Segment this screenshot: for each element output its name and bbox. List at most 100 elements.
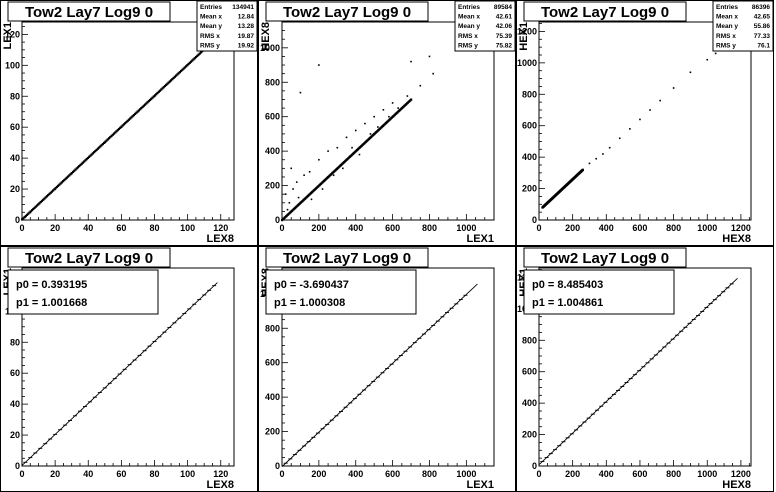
stats-box bbox=[454, 0, 516, 52]
data-point bbox=[163, 84, 167, 88]
data-point bbox=[122, 123, 126, 126]
data-point bbox=[659, 99, 661, 102]
data-point bbox=[42, 198, 45, 201]
data-point bbox=[332, 174, 335, 177]
data-point bbox=[170, 79, 172, 82]
x-tick-label: 0 bbox=[279, 223, 284, 233]
data-point bbox=[50, 190, 54, 193]
data-point bbox=[130, 116, 133, 119]
data-point bbox=[391, 102, 394, 104]
y-axis-label: HEX8 bbox=[260, 22, 272, 51]
data-point bbox=[59, 182, 62, 185]
y-tick-label: 0 bbox=[15, 215, 20, 225]
x-tick-label: 200 bbox=[565, 469, 580, 479]
x-axis-label: HEX8 bbox=[722, 233, 751, 245]
data-point bbox=[44, 196, 47, 199]
data-point bbox=[351, 146, 353, 149]
data-point bbox=[588, 162, 591, 165]
stats-value: 19.92 bbox=[238, 42, 255, 49]
x-tick-label: 1000 bbox=[697, 223, 717, 233]
data-point bbox=[297, 196, 300, 199]
data-point bbox=[308, 193, 311, 195]
stats-label: Mean x bbox=[458, 14, 480, 21]
data-point bbox=[608, 146, 611, 149]
x-tick-label: 1200 bbox=[731, 223, 751, 233]
stats-value: 13.28 bbox=[238, 23, 255, 30]
data-point bbox=[581, 168, 584, 171]
title-box bbox=[523, 247, 687, 268]
data-point bbox=[57, 184, 60, 187]
stats-label: Entries bbox=[716, 4, 738, 11]
y-tick-label: 800 bbox=[265, 323, 280, 333]
data-point bbox=[342, 167, 344, 170]
panel-3-frame bbox=[538, 21, 752, 221]
data-point bbox=[318, 64, 320, 66]
fit-parameter: p1 = 1.004861 bbox=[532, 297, 603, 309]
y-tick-label: 800 bbox=[522, 89, 537, 99]
data-point bbox=[672, 87, 675, 89]
stats-label: RMS y bbox=[716, 42, 736, 49]
y-tick-label: 20 bbox=[10, 430, 20, 440]
x-tick-label: 1000 bbox=[456, 223, 476, 233]
x-tick-label: 120 bbox=[213, 469, 228, 479]
x-axis-label: LEX1 bbox=[466, 479, 494, 491]
y-tick-label: 1000 bbox=[517, 58, 537, 68]
data-point bbox=[134, 112, 137, 116]
data-point bbox=[299, 201, 302, 204]
data-point bbox=[63, 178, 66, 182]
data-point bbox=[81, 161, 85, 164]
data-point bbox=[171, 78, 174, 81]
stats-value: 89584 bbox=[494, 4, 512, 11]
x-tick-label: 60 bbox=[116, 223, 126, 233]
y-tick-label: 40 bbox=[10, 399, 20, 409]
data-point bbox=[109, 136, 112, 139]
x-tick-label: 600 bbox=[632, 223, 647, 233]
data-point bbox=[116, 129, 119, 132]
data-point bbox=[126, 119, 129, 122]
data-point bbox=[153, 95, 156, 98]
data-point bbox=[428, 55, 431, 58]
x-tick-label: 600 bbox=[632, 469, 647, 479]
fit-parameter: p0 = 8.485403 bbox=[532, 279, 603, 291]
data-point bbox=[69, 173, 72, 176]
stats-box bbox=[712, 0, 774, 52]
data-point bbox=[345, 136, 348, 139]
chart-title: Tow2 Lay7 Log9 0 bbox=[283, 4, 411, 21]
x-tick-label: 200 bbox=[311, 469, 326, 479]
data-point bbox=[336, 167, 339, 170]
data-point bbox=[61, 180, 65, 183]
data-point bbox=[410, 60, 412, 63]
y-tick-label: 20 bbox=[10, 184, 20, 194]
data-point bbox=[32, 207, 35, 211]
panel-2: 0 200 400 600 800 100002004006008001000LEX1HE… bbox=[258, 0, 516, 246]
data-point bbox=[27, 212, 30, 215]
data-point bbox=[192, 58, 195, 61]
data-point bbox=[140, 107, 143, 110]
data-point bbox=[145, 102, 148, 105]
data-point bbox=[199, 51, 203, 54]
data-point bbox=[101, 142, 104, 146]
panel-4-frame bbox=[21, 267, 235, 467]
data-point bbox=[551, 197, 554, 199]
data-point bbox=[33, 206, 36, 209]
fit-parameter: p0 = 0.393195 bbox=[16, 279, 87, 291]
stats-value: 42.61 bbox=[496, 14, 513, 21]
data-point bbox=[121, 124, 124, 127]
data-point bbox=[21, 218, 24, 221]
data-point bbox=[388, 115, 390, 118]
panel-4: 020406080100120020406080100120LEX8LEX1To… bbox=[0, 246, 258, 492]
chart-title: Tow2 Lay7 Log9 0 bbox=[25, 250, 153, 267]
data-point bbox=[137, 110, 139, 113]
data-point bbox=[22, 217, 25, 220]
panel-6: 0200400600800100012000200400600800100012… bbox=[516, 246, 774, 492]
chart-title: Tow2 Lay7 Log9 0 bbox=[283, 250, 411, 267]
data-point bbox=[714, 52, 717, 55]
title-box bbox=[265, 247, 429, 268]
data-point bbox=[156, 91, 159, 95]
data-point bbox=[166, 82, 169, 85]
data-point bbox=[618, 137, 621, 140]
y-tick-label: 200 bbox=[265, 181, 280, 191]
data-point bbox=[155, 93, 158, 96]
stats-label: RMS x bbox=[200, 33, 220, 40]
